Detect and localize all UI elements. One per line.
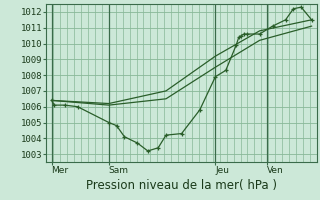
X-axis label: Pression niveau de la mer( hPa ): Pression niveau de la mer( hPa ) [86, 179, 277, 192]
